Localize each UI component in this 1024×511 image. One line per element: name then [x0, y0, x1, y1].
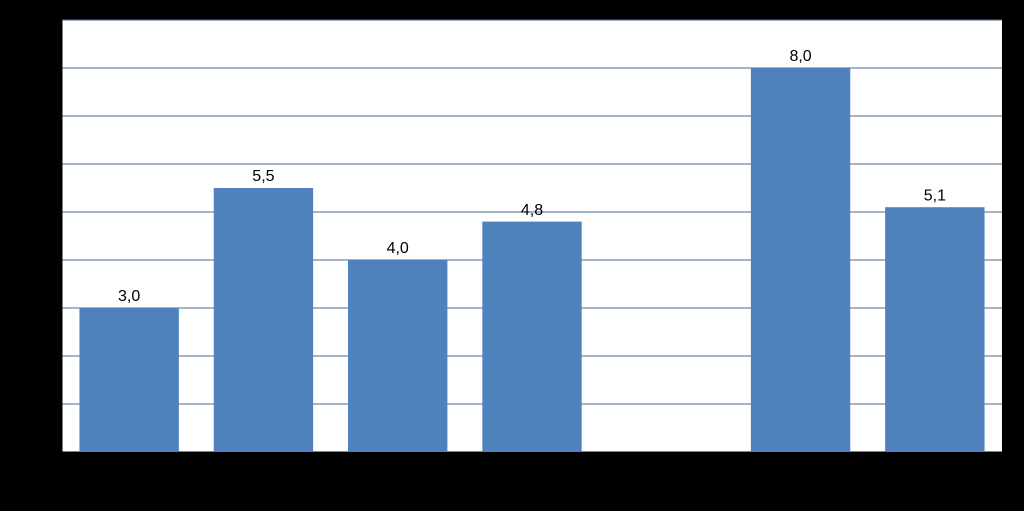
- value-label: 5,5: [252, 168, 274, 185]
- value-label: 4,0: [387, 240, 409, 257]
- value-label: 4,8: [521, 202, 543, 219]
- y-tick-label: 1: [43, 395, 52, 412]
- bar: [885, 207, 985, 452]
- bar: [750, 68, 851, 452]
- bar: [348, 260, 448, 452]
- y-tick-label: 9: [43, 11, 52, 28]
- bar: [482, 221, 582, 452]
- y-tick-label: 3: [43, 299, 52, 316]
- bar: [79, 308, 179, 452]
- value-label: 3,0: [118, 288, 140, 305]
- bar: [213, 188, 314, 452]
- y-tick-label: 7: [43, 107, 52, 124]
- y-tick-label: 5: [43, 203, 52, 220]
- y-tick-label: 0: [43, 443, 52, 460]
- value-label: 5,1: [924, 187, 946, 204]
- y-tick-label: 4: [43, 251, 52, 268]
- y-tick-label: 8: [43, 59, 52, 76]
- y-tick-label: 6: [43, 155, 52, 172]
- y-tick-label: 2: [43, 347, 52, 364]
- value-label: 8,0: [789, 48, 811, 65]
